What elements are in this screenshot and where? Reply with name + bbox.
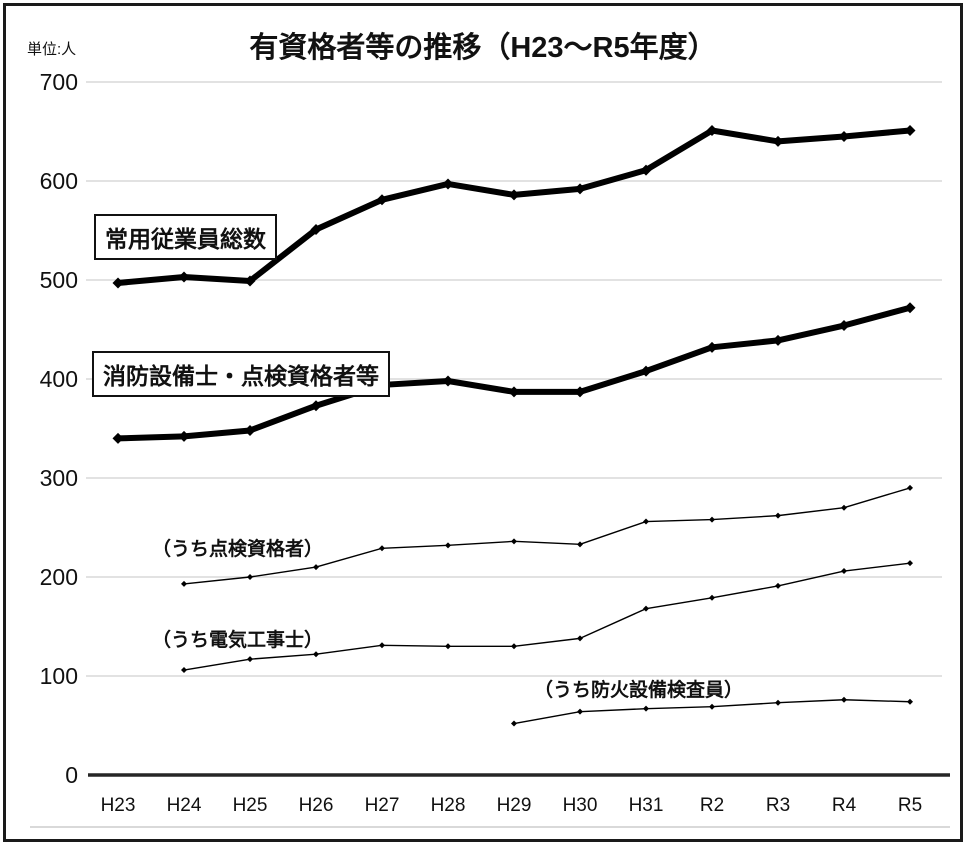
y-tick-700: 700 bbox=[39, 69, 78, 95]
series-2-point-7 bbox=[643, 518, 649, 525]
series-0-point-10 bbox=[772, 135, 784, 147]
series-2-point-8 bbox=[709, 516, 715, 523]
series-2-point-3 bbox=[379, 545, 385, 552]
series-3-point-3 bbox=[379, 642, 385, 649]
series-4-point-1 bbox=[577, 708, 583, 715]
series-4-point-5 bbox=[841, 696, 847, 703]
x-tick-H23: H23 bbox=[100, 795, 136, 816]
x-tick-H29: H29 bbox=[496, 795, 532, 816]
series-line-3 bbox=[183, 562, 911, 671]
y-tick-0: 0 bbox=[65, 762, 78, 788]
series-label-fire-equipment-qualified: 消防設備士・点検資格者等 bbox=[92, 351, 390, 397]
series-0-point-6 bbox=[508, 189, 520, 201]
series-0-point-9 bbox=[706, 125, 718, 137]
series-2-point-11 bbox=[907, 484, 913, 491]
series-2-point-2 bbox=[313, 564, 319, 571]
series-0-point-11 bbox=[838, 130, 850, 142]
x-tick-H28: H28 bbox=[430, 795, 466, 816]
y-tick-600: 600 bbox=[39, 168, 78, 194]
x-tick-H24: H24 bbox=[166, 795, 202, 816]
series-3-point-9 bbox=[775, 582, 781, 589]
y-tick-100: 100 bbox=[39, 663, 78, 689]
x-tick-R4: R4 bbox=[831, 795, 857, 816]
series-1-point-3 bbox=[310, 400, 322, 412]
x-tick-H25: H25 bbox=[232, 795, 268, 816]
series-3-point-1 bbox=[247, 656, 253, 663]
series-label-fire-protection-inspector: （うち防火設備検査員） bbox=[534, 680, 744, 701]
series-3-point-2 bbox=[313, 651, 319, 658]
y-tick-300: 300 bbox=[39, 465, 78, 491]
series-2-point-0 bbox=[181, 580, 187, 587]
series-0-point-2 bbox=[244, 275, 256, 287]
series-0-point-1 bbox=[178, 271, 190, 283]
series-1-point-11 bbox=[838, 320, 850, 332]
series-0-point-7 bbox=[574, 183, 586, 195]
unit-label: 単位:人 bbox=[27, 41, 77, 58]
series-4-point-0 bbox=[511, 720, 517, 727]
chart-border bbox=[3, 3, 963, 842]
series-2-point-1 bbox=[247, 574, 253, 580]
series-3-point-4 bbox=[445, 643, 451, 650]
series-1-point-5 bbox=[442, 375, 454, 387]
series-1-point-0 bbox=[112, 432, 124, 444]
x-tick-H30: H30 bbox=[562, 795, 598, 816]
x-tick-R5: R5 bbox=[897, 795, 923, 816]
x-tick-R2: R2 bbox=[699, 795, 725, 816]
series-1-point-12 bbox=[904, 302, 916, 314]
chart-title: 有資格者等の推移（H23～R5年度） bbox=[249, 32, 717, 64]
series-2-point-4 bbox=[445, 542, 451, 549]
series-0-point-12 bbox=[904, 125, 916, 137]
series-2-point-6 bbox=[577, 541, 583, 548]
series-2-point-10 bbox=[841, 504, 847, 511]
series-1-point-9 bbox=[706, 341, 718, 353]
series-1-point-2 bbox=[244, 424, 256, 436]
series-3-point-6 bbox=[577, 635, 583, 642]
y-tick-400: 400 bbox=[39, 366, 78, 392]
series-2-point-5 bbox=[511, 538, 517, 545]
series-3-point-11 bbox=[907, 560, 913, 567]
series-3-point-0 bbox=[181, 667, 187, 674]
series-label-regular-employees-total: 常用従業員総数 bbox=[94, 214, 277, 260]
series-0-point-5 bbox=[442, 178, 454, 190]
series-3-point-10 bbox=[841, 568, 847, 575]
x-tick-R3: R3 bbox=[765, 795, 791, 816]
series-3-point-8 bbox=[709, 594, 715, 601]
series-1-point-10 bbox=[772, 334, 784, 346]
series-1-point-7 bbox=[574, 386, 586, 398]
x-tick-H31: H31 bbox=[628, 795, 664, 816]
series-4-point-6 bbox=[907, 698, 913, 705]
y-tick-500: 500 bbox=[39, 267, 78, 293]
series-1-point-6 bbox=[508, 386, 520, 398]
series-label-electrician: （うち電気工事士） bbox=[152, 630, 324, 651]
series-4-point-3 bbox=[709, 703, 715, 710]
series-line-2 bbox=[183, 487, 911, 585]
series-3-point-5 bbox=[511, 643, 517, 650]
x-tick-H26: H26 bbox=[298, 795, 334, 816]
series-1-point-1 bbox=[178, 430, 190, 442]
series-4-point-4 bbox=[775, 699, 781, 706]
x-tick-H27: H27 bbox=[364, 795, 400, 816]
series-4-point-2 bbox=[643, 705, 649, 712]
series-label-inspection-qualified: （うち点検資格者） bbox=[152, 539, 324, 560]
y-tick-200: 200 bbox=[39, 564, 78, 590]
series-0-point-4 bbox=[376, 194, 388, 206]
series-2-point-9 bbox=[775, 512, 781, 519]
series-0-point-8 bbox=[640, 164, 652, 176]
series-1-point-8 bbox=[640, 365, 652, 377]
series-0-point-0 bbox=[112, 277, 124, 289]
series-0-point-3 bbox=[310, 224, 322, 236]
series-3-point-7 bbox=[643, 605, 649, 612]
